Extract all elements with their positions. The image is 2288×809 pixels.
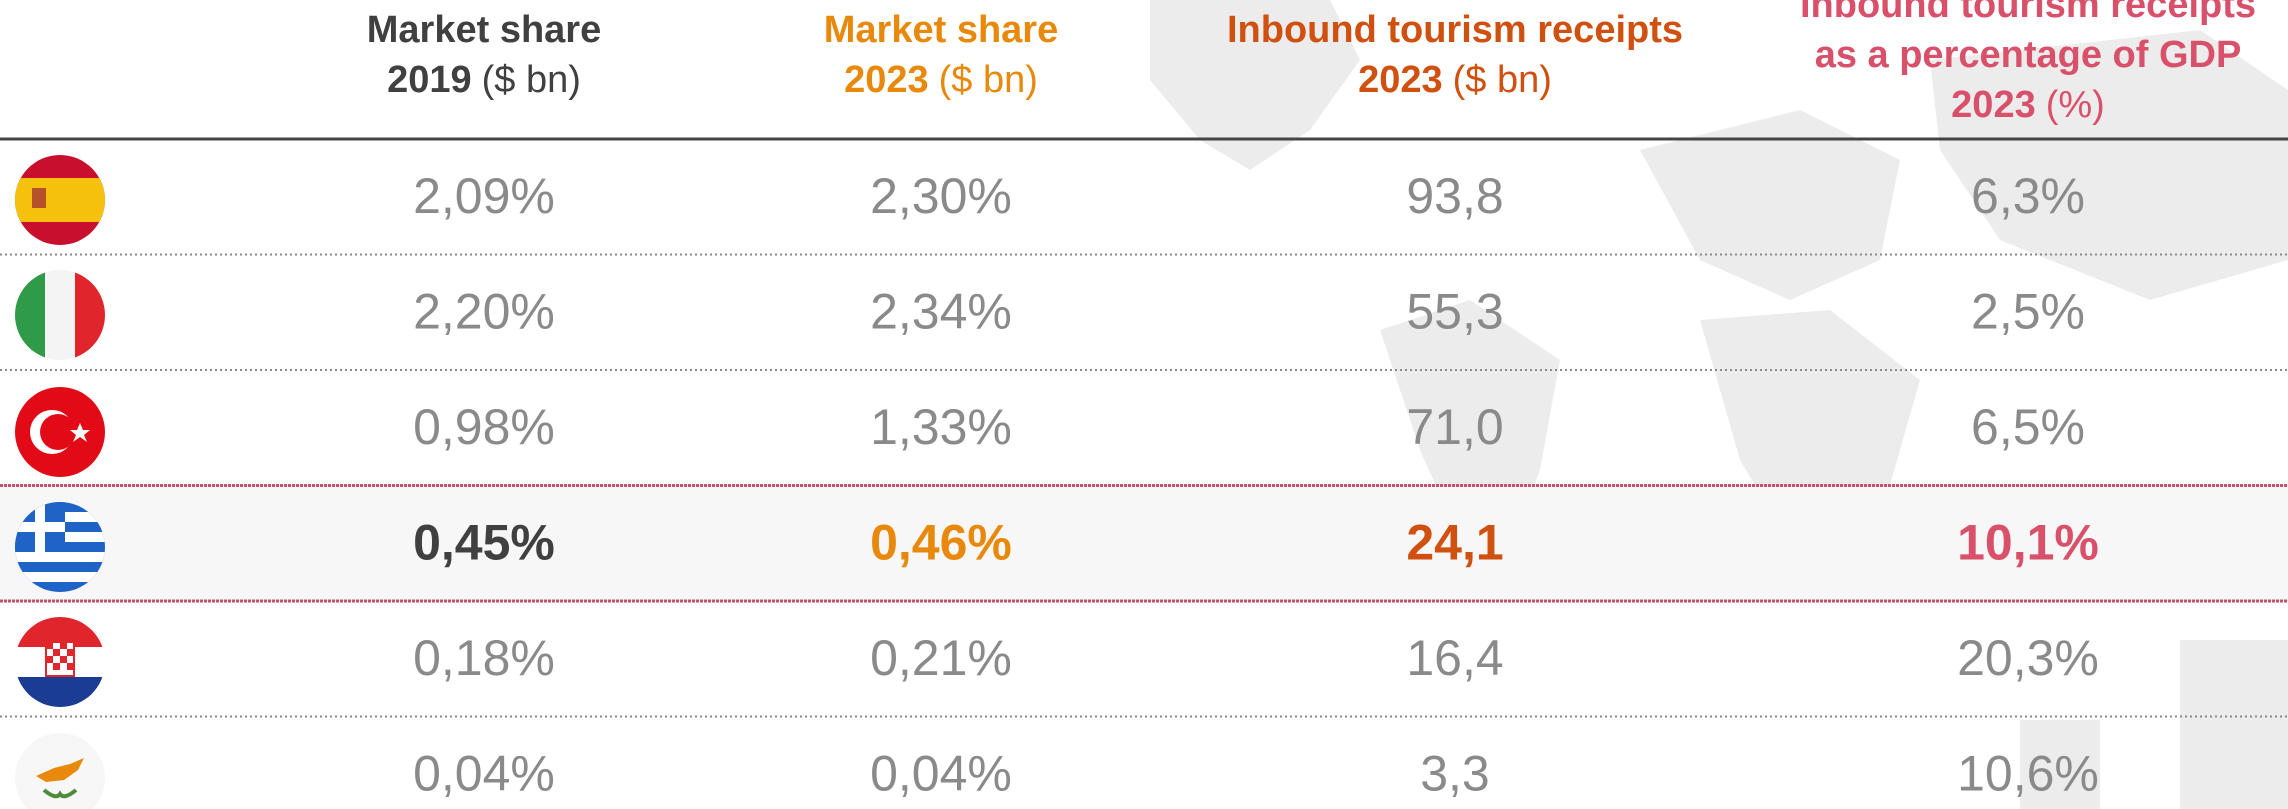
cell: 10,6% [1957, 745, 2099, 801]
column-title: Market share [367, 9, 601, 51]
cell: 0,04% [413, 745, 555, 801]
column-subtitle: 2023 ($ bn) [1358, 59, 1552, 101]
cell: 0,21% [870, 630, 1012, 686]
cell: 2,20% [413, 283, 555, 339]
cell: 55,3 [1406, 283, 1503, 339]
column-year: 2019 [387, 59, 472, 101]
column-unit: ($ bn) [482, 59, 581, 101]
highlight-cell: 0,46% [870, 514, 1012, 570]
flag-cyprus [15, 733, 105, 809]
flag-spain [15, 155, 105, 245]
highlight-band [0, 485, 2288, 601]
cell: 6,3% [1971, 168, 2085, 224]
cell: 0,18% [413, 630, 555, 686]
column-title: Inbound tourism receipts [1800, 0, 2256, 26]
cell: 2,34% [870, 283, 1012, 339]
column-year: 2023 [1951, 84, 2036, 126]
flag-croatia [15, 617, 105, 707]
column-unit: ($ bn) [939, 59, 1038, 101]
cell: 0,98% [413, 399, 555, 455]
cell: 93,8 [1406, 168, 1503, 224]
column-year: 2023 [1358, 59, 1443, 101]
column-title: Inbound tourism receipts [1227, 9, 1683, 51]
highlight-cell: 10,1% [1957, 514, 2099, 570]
cell: 2,30% [870, 168, 1012, 224]
column-unit: (%) [2046, 84, 2105, 126]
column-title: Market share [824, 9, 1058, 51]
highlight-cell: 24,1 [1406, 514, 1503, 570]
column-year: 2023 [844, 59, 929, 101]
column-subtitle: 2019 ($ bn) [387, 59, 581, 101]
cell: 20,3% [1957, 630, 2099, 686]
column-unit: ($ bn) [1453, 59, 1552, 101]
cell: 2,09% [413, 168, 555, 224]
cell: 3,3 [1420, 745, 1490, 801]
cell: 6,5% [1971, 399, 2085, 455]
column-title: as a percentage of GDP [1815, 34, 2242, 76]
map-backdrop [1150, 0, 2288, 809]
cell: 1,33% [870, 399, 1012, 455]
cell: 0,04% [870, 745, 1012, 801]
flag-turkey [15, 387, 105, 477]
highlight-cell: 0,45% [413, 514, 555, 570]
flag-italy [15, 270, 105, 360]
column-subtitle: 2023 ($ bn) [844, 59, 1038, 101]
cell: 2,5% [1971, 283, 2085, 339]
cell: 71,0 [1406, 399, 1503, 455]
flag-greece [15, 502, 105, 592]
column-subtitle: 2023 (%) [1951, 84, 2105, 126]
cell: 16,4 [1406, 630, 1503, 686]
